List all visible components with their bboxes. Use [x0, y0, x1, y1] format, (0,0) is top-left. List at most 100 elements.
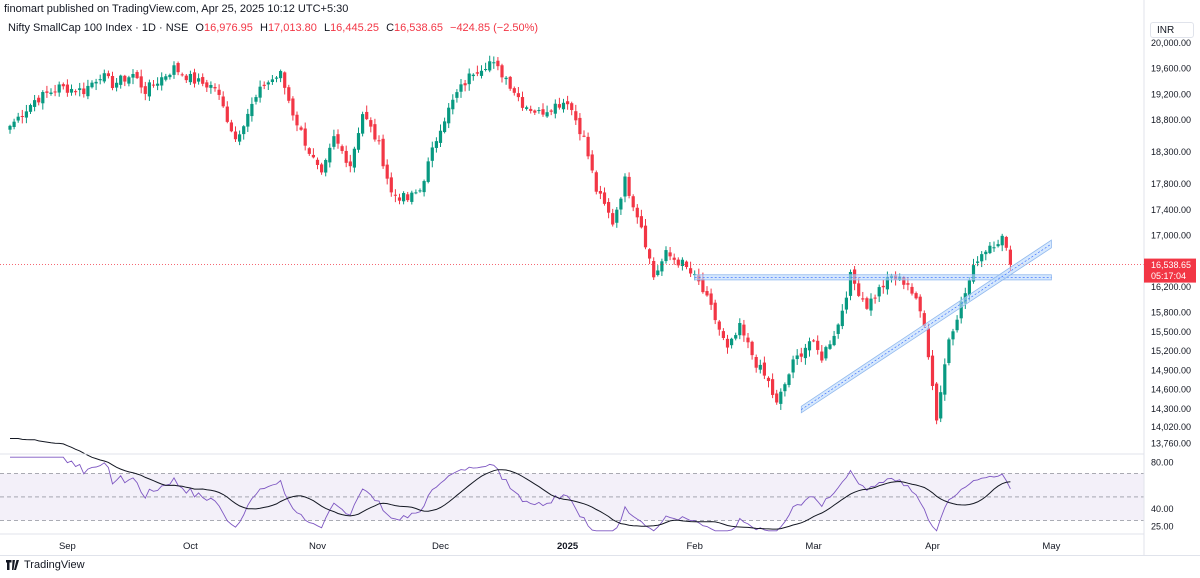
candle — [438, 130, 443, 143]
candle — [619, 198, 623, 210]
candle — [820, 351, 824, 361]
candle — [197, 78, 201, 82]
candle — [471, 74, 475, 77]
candle — [648, 249, 652, 259]
candle — [115, 82, 119, 88]
candle — [840, 310, 844, 327]
candle — [676, 259, 680, 266]
last-price-badge — [1144, 258, 1196, 283]
candle — [53, 91, 57, 93]
candle — [508, 76, 512, 89]
candle — [291, 98, 295, 116]
candle — [33, 100, 37, 107]
price-tick-label: 14,020.00 — [1151, 422, 1191, 432]
candle — [684, 261, 689, 268]
candle — [885, 276, 889, 290]
candle — [176, 63, 180, 73]
candle — [910, 286, 914, 294]
candle — [492, 62, 496, 64]
candle — [930, 355, 935, 386]
candle — [906, 283, 910, 285]
candle — [455, 92, 459, 98]
price-tick-label: 15,200.00 — [1151, 346, 1191, 356]
rsi-tick-label: 40.00 — [1151, 504, 1174, 514]
candle — [385, 164, 389, 179]
candle — [660, 261, 664, 272]
candle — [988, 245, 992, 254]
candle — [447, 107, 451, 124]
candle — [369, 120, 373, 127]
candle — [361, 114, 365, 134]
close-label: C — [386, 22, 395, 34]
trendline-midline — [801, 243, 1052, 410]
candle — [787, 374, 791, 385]
candle — [512, 88, 516, 93]
candle — [217, 89, 221, 95]
candle — [935, 383, 939, 421]
candle — [602, 192, 607, 204]
price-tick-label: 17,800.00 — [1151, 179, 1191, 189]
candle — [262, 84, 266, 86]
candle — [713, 302, 717, 321]
candle — [98, 79, 102, 81]
candle — [738, 323, 742, 336]
candle — [94, 81, 98, 84]
candle — [16, 116, 20, 121]
currency-button[interactable]: INR — [1150, 22, 1194, 38]
candle — [939, 392, 943, 419]
candle — [106, 73, 110, 77]
candle — [566, 101, 570, 105]
price-chart[interactable]: 20,000.00 19,600.00 19,200.00 18,800.00 18,3… — [0, 0, 1200, 555]
time-tick-label: Feb — [687, 541, 703, 552]
candle — [705, 291, 709, 296]
candle — [41, 92, 45, 104]
candle — [730, 338, 734, 346]
time-tick-label: May — [1042, 541, 1060, 552]
candle — [635, 207, 639, 218]
candle — [980, 254, 984, 262]
candle — [295, 114, 299, 126]
candle — [500, 65, 504, 78]
candle — [816, 340, 820, 350]
candle — [274, 77, 279, 79]
symbol-name[interactable]: Nifty SmallCap 100 Index · 1D · NSE — [8, 22, 189, 34]
candle — [926, 328, 930, 358]
ohlc-legend: Nifty SmallCap 100 Index · 1D · NSE O16,… — [8, 22, 538, 34]
candle — [742, 324, 746, 336]
candle — [955, 319, 959, 331]
candle — [594, 172, 598, 192]
candle — [574, 111, 578, 121]
candle — [1000, 235, 1004, 246]
candle — [762, 362, 766, 376]
candle — [184, 75, 188, 81]
candle — [213, 87, 217, 89]
candle — [57, 84, 61, 93]
candle — [74, 91, 78, 93]
candle — [496, 60, 500, 67]
rsi-pane — [0, 438, 1144, 532]
candle — [881, 285, 885, 288]
candle — [570, 103, 574, 111]
price-tick-label: 18,300.00 — [1151, 147, 1191, 157]
candle — [541, 109, 545, 115]
candle — [233, 131, 238, 140]
candle — [668, 252, 672, 257]
candle — [672, 257, 676, 260]
candle — [943, 364, 947, 395]
candle — [918, 296, 922, 312]
candle — [701, 278, 705, 293]
open-value: 16,976.95 — [203, 22, 253, 34]
candle — [812, 340, 816, 342]
candle — [746, 337, 750, 343]
candle — [393, 194, 397, 196]
candle — [758, 364, 762, 370]
candle — [238, 134, 242, 142]
candle — [28, 105, 33, 112]
candle — [160, 77, 164, 86]
candles — [8, 55, 1012, 425]
candle — [315, 159, 320, 165]
candle — [422, 181, 426, 193]
candle — [709, 293, 713, 305]
candle — [529, 108, 533, 111]
candle — [344, 150, 348, 163]
